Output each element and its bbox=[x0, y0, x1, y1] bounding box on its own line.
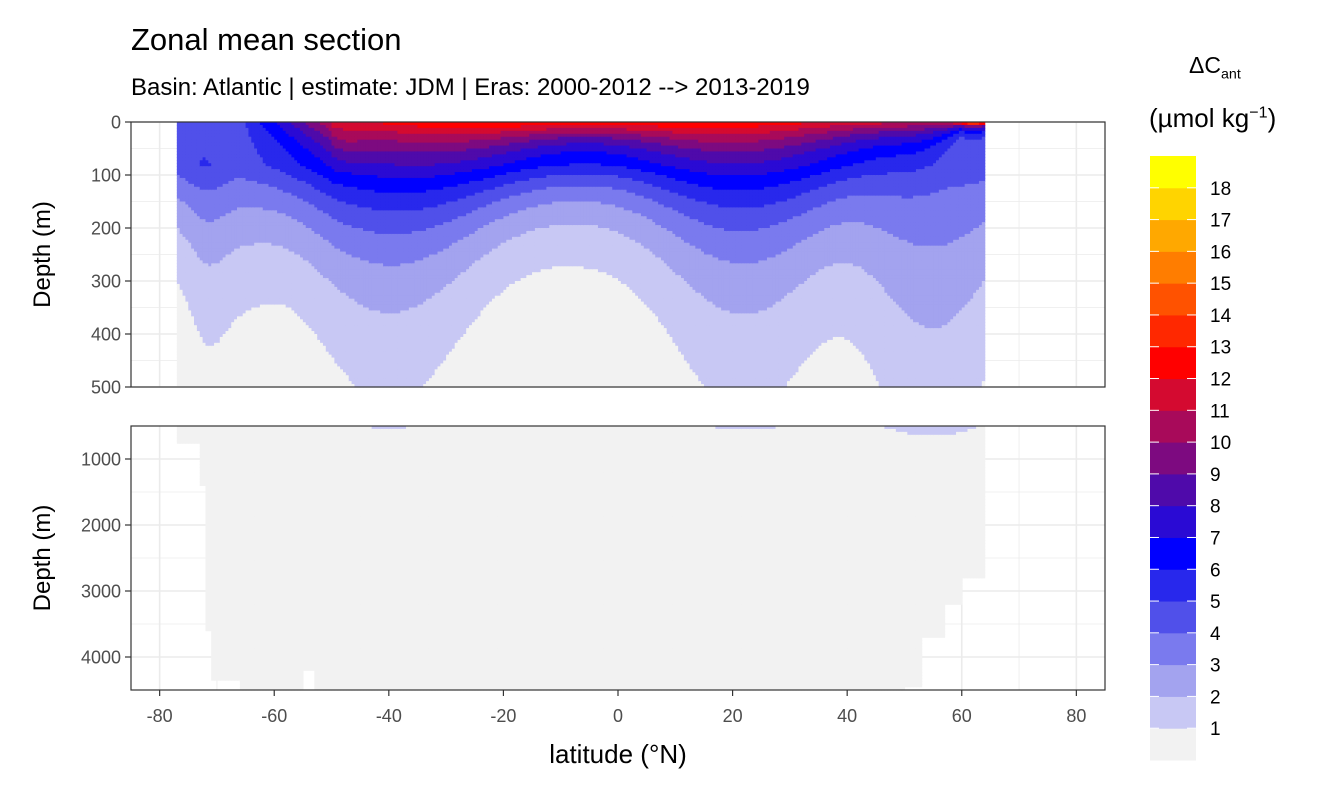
data-field bbox=[177, 122, 985, 388]
